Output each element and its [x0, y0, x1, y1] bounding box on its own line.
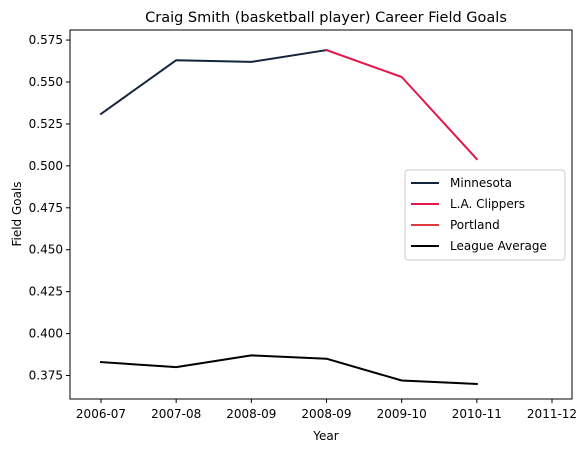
y-tick-label: 0.575	[29, 33, 63, 47]
series-line-l-a-clippers	[325, 48, 479, 161]
y-tick-label: 0.475	[29, 201, 63, 215]
plot-frame	[69, 29, 573, 400]
y-tick-label: 0.525	[29, 117, 63, 131]
y-axis-label: Field Goals	[10, 181, 24, 246]
y-axis: 0.375 0.400 0.425 0.450 0.475 0.500 0.525 0.550…	[29, 33, 70, 383]
x-axis: 2006-07 2007-08 2008-09 2008-09 2009-10 2010-…	[76, 399, 577, 421]
x-tick-label: 2008-09	[301, 407, 351, 421]
legend-entry: Portland	[450, 218, 500, 232]
y-tick-label: 0.425	[29, 285, 63, 299]
y-tick-label: 0.400	[29, 327, 63, 341]
y-tick-label: 0.550	[29, 75, 63, 89]
x-axis-label: Year	[312, 429, 338, 443]
series-line-league-average	[99, 354, 478, 385]
plot-lines	[99, 48, 479, 385]
x-tick-label: 2007-08	[151, 407, 201, 421]
x-tick-label: 2010-11	[452, 407, 502, 421]
y-tick-label: 0.375	[29, 369, 63, 383]
legend-entry: Minnesota	[450, 176, 512, 190]
series-line-minnesota	[99, 48, 328, 116]
legend-box	[404, 169, 566, 261]
x-tick-label: 2011-12	[527, 407, 577, 421]
x-tick-label: 2009-10	[377, 407, 427, 421]
x-tick-label: 2006-07	[76, 407, 126, 421]
legend-entry: League Average	[450, 239, 547, 253]
legend-entry: L.A. Clippers	[450, 197, 525, 211]
x-tick-label: 2008-09	[226, 407, 276, 421]
legend: Minnesota L.A. Clippers Portland League Ave…	[404, 169, 566, 261]
chart-title: Craig Smith (basketball player) Career F…	[145, 10, 507, 26]
y-tick-label: 0.500	[29, 159, 63, 173]
y-tick-label: 0.450	[29, 243, 63, 257]
